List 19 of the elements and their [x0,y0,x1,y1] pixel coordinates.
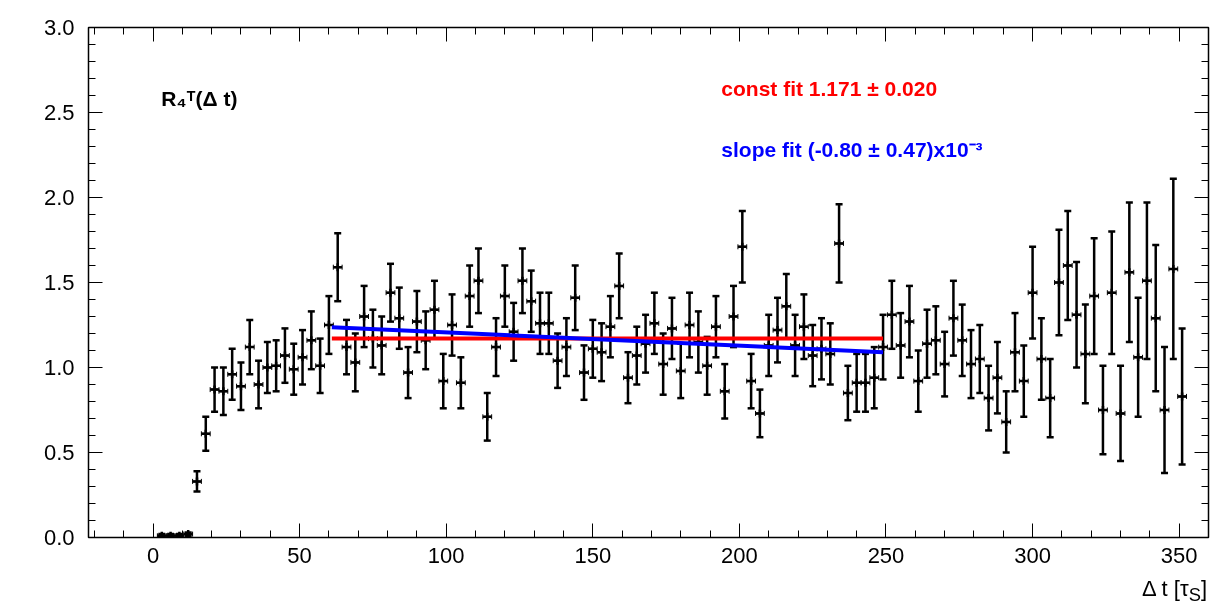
y-tick-label: 1.0 [43,355,75,380]
x-axis-title: Δ t [τ$_{S}$] [1142,576,1207,606]
y-tick-label: 2.0 [43,185,75,210]
x-tick-label: 300 [1014,542,1051,568]
x-tick-label: 0 [146,542,160,568]
text: const fit 1.171 ± 0.020 [721,77,938,101]
annotation: R₄ᵀ(Δ t) [161,87,238,111]
x-tick-label: 150 [574,542,612,568]
y-tick-label: 3.0 [43,15,75,40]
x-tick-label: 50 [287,542,312,568]
x-tick-label: 100 [427,542,465,568]
y-tick-label: 2.5 [43,100,75,125]
x-tick-label: 200 [721,542,758,568]
y-tick-label: 1.5 [43,270,75,295]
y-tick-label: 0.5 [43,440,75,465]
x-tick-label: 250 [867,542,905,568]
y-tick-label: 0.0 [43,525,75,550]
x-tick-label: 350 [1160,542,1198,568]
text: slope fit (-0.80 ± 0.47)x10⁻³ [721,138,983,162]
